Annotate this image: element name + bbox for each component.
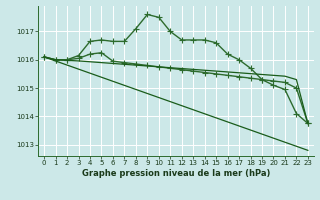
X-axis label: Graphe pression niveau de la mer (hPa): Graphe pression niveau de la mer (hPa)	[82, 169, 270, 178]
